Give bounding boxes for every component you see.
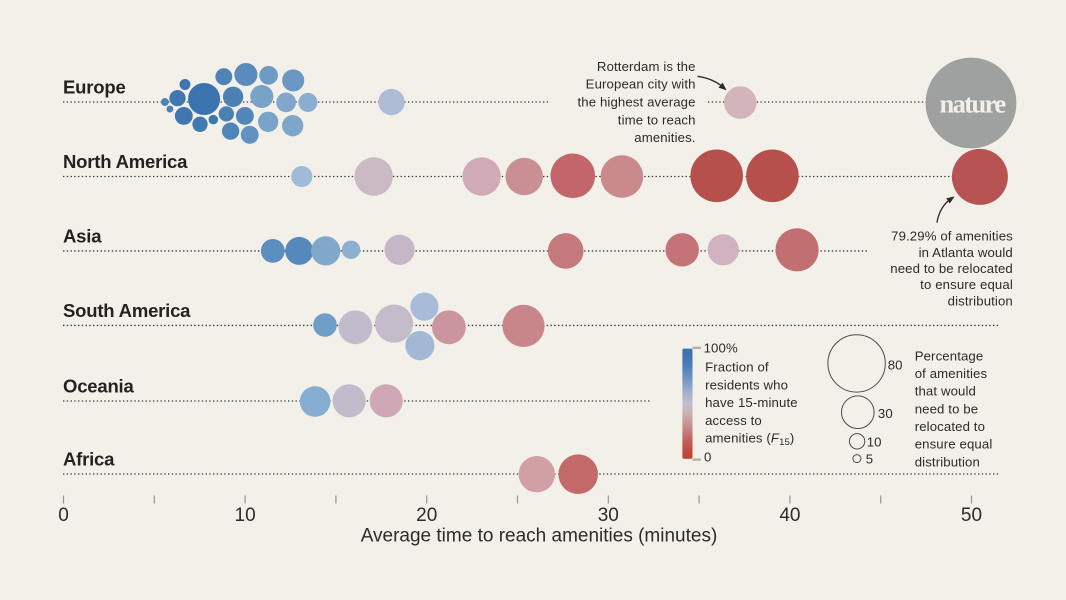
svg-text:of amenities: of amenities xyxy=(915,366,988,381)
svg-text:access to: access to xyxy=(705,413,762,428)
svg-text:20: 20 xyxy=(416,505,437,526)
svg-text:ensure equal: ensure equal xyxy=(915,437,993,452)
svg-text:have 15-minute: have 15-minute xyxy=(705,395,798,410)
svg-text:100%: 100% xyxy=(704,340,738,355)
svg-text:Average time to reach amenitie: Average time to reach amenities (minutes… xyxy=(361,526,718,547)
svg-text:Asia: Asia xyxy=(63,226,102,247)
svg-text:to ensure equal: to ensure equal xyxy=(920,277,1013,292)
svg-text:the highest average: the highest average xyxy=(577,95,695,110)
svg-text:European city with: European city with xyxy=(586,77,696,92)
svg-text:in Atlanta would: in Atlanta would xyxy=(919,245,1013,260)
svg-text:distribution: distribution xyxy=(915,454,980,469)
svg-text:10: 10 xyxy=(235,505,256,526)
svg-text:need to be: need to be xyxy=(915,401,979,416)
svg-text:Africa: Africa xyxy=(63,449,115,470)
svg-text:distribution: distribution xyxy=(948,293,1013,308)
svg-text:Percentage: Percentage xyxy=(915,348,984,363)
svg-text:Fraction of: Fraction of xyxy=(705,360,769,375)
svg-text:80: 80 xyxy=(888,358,903,373)
svg-text:40: 40 xyxy=(779,505,800,526)
svg-text:50: 50 xyxy=(961,505,982,526)
svg-text:5: 5 xyxy=(866,452,873,467)
svg-text:30: 30 xyxy=(598,505,619,526)
svg-text:amenities.: amenities. xyxy=(634,130,695,145)
svg-text:South America: South America xyxy=(63,300,191,321)
svg-text:relocated to: relocated to xyxy=(915,419,985,434)
svg-text:nature: nature xyxy=(940,89,1007,119)
svg-text:Europe: Europe xyxy=(63,77,126,98)
svg-text:Rotterdam is the: Rotterdam is the xyxy=(597,59,696,74)
svg-text:need to be relocated: need to be relocated xyxy=(890,261,1013,276)
svg-text:0: 0 xyxy=(704,450,711,465)
svg-text:10: 10 xyxy=(867,435,882,450)
svg-text:time to reach: time to reach xyxy=(618,112,696,127)
svg-text:that would: that would xyxy=(915,384,976,399)
svg-text:Oceania: Oceania xyxy=(63,376,134,397)
svg-text:30: 30 xyxy=(878,406,893,421)
svg-text:0: 0 xyxy=(58,505,69,526)
svg-text:79.29% of amenities: 79.29% of amenities xyxy=(891,229,1013,244)
svg-text:amenities (F15): amenities (F15) xyxy=(705,431,794,449)
svg-text:residents who: residents who xyxy=(705,377,788,392)
svg-text:North America: North America xyxy=(63,151,188,172)
